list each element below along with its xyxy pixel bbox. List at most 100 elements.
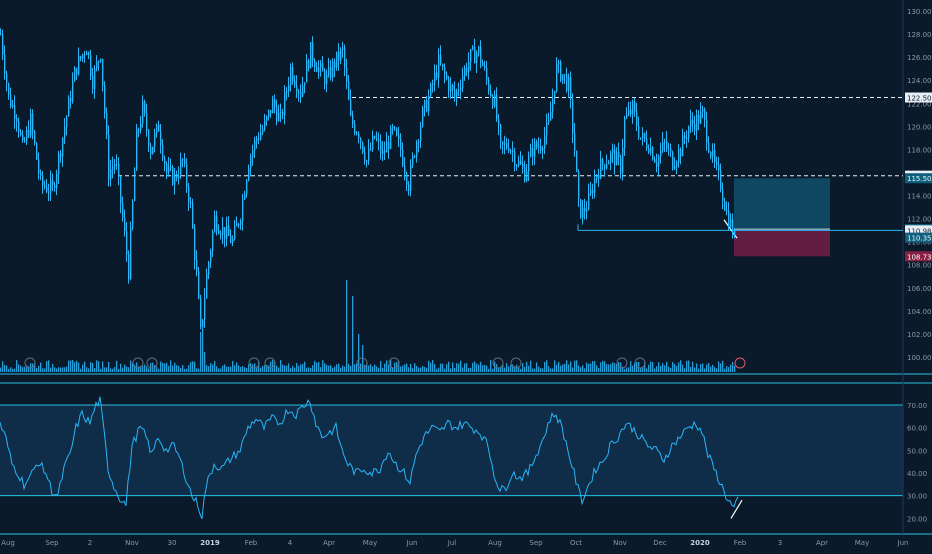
- volume-bar: [240, 366, 242, 372]
- candle-body: [54, 185, 56, 188]
- volume-bar: [498, 367, 500, 372]
- volume-bar: [642, 367, 644, 372]
- candle-body: [456, 90, 458, 98]
- volume-bar: [158, 368, 160, 372]
- profit-zone[interactable]: [734, 178, 830, 231]
- volume-bar: [576, 360, 578, 372]
- volume-bar: [506, 363, 508, 372]
- time-tick-label: Jul: [447, 539, 457, 547]
- candle-body: [192, 202, 194, 229]
- candle-body: [602, 159, 604, 165]
- candle-body: [352, 115, 354, 125]
- volume-bar: [634, 363, 636, 372]
- price-tick-label: 118.00: [907, 146, 932, 154]
- candle-body: [672, 151, 674, 169]
- volume-bar: [110, 368, 112, 372]
- volume-bar: [50, 367, 52, 372]
- candle-body: [400, 138, 402, 150]
- candle-body: [636, 111, 638, 126]
- volume-bar: [452, 362, 454, 372]
- volume-bar: [384, 363, 386, 372]
- candle-body: [250, 156, 252, 169]
- candle-body: [724, 200, 726, 211]
- volume-bar: [128, 367, 130, 372]
- candle-body: [584, 207, 586, 212]
- candle-body: [506, 143, 508, 148]
- volume-bar: [488, 368, 490, 372]
- volume-bar: [4, 365, 6, 372]
- volume-bar: [22, 367, 24, 372]
- time-axis[interactable]: Aug Sep 2 Nov 30 2019 Feb 4 Apr May Jun Jul Aug Sep Oc…: [1, 539, 908, 547]
- candle-body: [646, 139, 648, 149]
- rsi-axis[interactable]: 70.00 60.00 50.00 40.00 30.00 20.00: [907, 402, 927, 523]
- candle-body: [2, 34, 4, 55]
- candle-body: [666, 140, 668, 149]
- volume-bar: [0, 367, 2, 372]
- candle-body: [328, 67, 330, 76]
- candle-body: [8, 83, 10, 95]
- candle-body: [466, 67, 468, 72]
- volume-bar: [566, 360, 568, 372]
- volume-bar: [380, 361, 382, 372]
- volume-bar: [84, 361, 86, 372]
- candle-body: [198, 271, 200, 299]
- candle-body: [452, 85, 454, 90]
- volume-bar: [366, 364, 368, 372]
- long-position-tool[interactable]: [734, 178, 830, 257]
- volume-bar: [164, 363, 166, 372]
- volume-bar: [458, 363, 460, 372]
- candle-body: [564, 74, 566, 76]
- volume-bar: [274, 361, 276, 372]
- candle-body: [218, 230, 220, 234]
- candle-body: [674, 166, 676, 169]
- candle-body: [344, 47, 346, 68]
- event-marker: [388, 357, 400, 369]
- candle-body: [182, 159, 184, 161]
- candle-body: [58, 153, 60, 174]
- candle-body: [10, 94, 12, 107]
- volume-bar: [104, 367, 106, 372]
- candle-body: [42, 175, 44, 186]
- volume-bar: [232, 360, 234, 372]
- candle-body: [484, 66, 486, 69]
- candle-body: [662, 141, 664, 151]
- volume-bar: [126, 366, 128, 372]
- volume-bar: [264, 365, 266, 372]
- volume-bar: [306, 367, 308, 372]
- candle-body: [304, 82, 306, 86]
- time-tick-label: Jun: [406, 539, 418, 547]
- candle-body: [482, 62, 484, 67]
- candle-body: [388, 142, 390, 149]
- loss-zone[interactable]: [734, 230, 830, 257]
- candle-body: [726, 210, 728, 212]
- volume-bar: [90, 362, 92, 372]
- volume-bar: [216, 366, 218, 372]
- volume-bar: [98, 361, 100, 372]
- candle-body: [488, 79, 490, 91]
- candle-body: [398, 135, 400, 139]
- candle-body: [34, 131, 36, 144]
- volume-bar: [34, 363, 36, 372]
- volume-bar: [510, 364, 512, 372]
- candle-body: [258, 138, 260, 140]
- volume-bar: [282, 364, 284, 372]
- time-tick-label: Apr: [816, 539, 828, 547]
- candle-body: [20, 132, 22, 135]
- price-label-box: [905, 225, 932, 236]
- candle-body: [434, 72, 436, 85]
- volume-bar: [278, 367, 280, 372]
- volume-bar: [102, 361, 104, 372]
- candle-body: [14, 105, 16, 119]
- volume-bar: [324, 363, 326, 372]
- candle-body: [146, 113, 148, 131]
- volume-bar: [466, 363, 468, 372]
- volume-bar: [156, 366, 158, 372]
- volume-bar: [722, 360, 724, 372]
- candle-body: [330, 67, 332, 78]
- event-marker: [146, 357, 158, 369]
- time-tick-label: 2019: [200, 539, 220, 547]
- candle-body: [568, 77, 570, 91]
- volume-bar: [318, 361, 320, 372]
- candle-body: [490, 90, 492, 97]
